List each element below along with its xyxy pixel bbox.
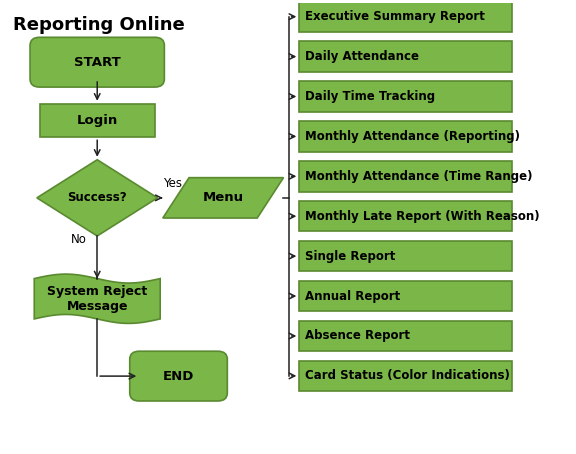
Text: Daily Time Tracking: Daily Time Tracking [305, 90, 435, 103]
FancyBboxPatch shape [130, 351, 228, 401]
Text: Executive Summary Report: Executive Summary Report [305, 10, 486, 23]
Bar [40, 104, 155, 137]
Bar [299, 360, 511, 391]
Text: Login: Login [77, 114, 118, 127]
FancyBboxPatch shape [30, 37, 164, 87]
Text: System Reject
Message: System Reject Message [47, 285, 147, 313]
Text: Monthly Attendance (Time Range): Monthly Attendance (Time Range) [305, 170, 533, 183]
Bar [299, 241, 511, 271]
Bar [299, 201, 511, 232]
Text: Absence Report: Absence Report [305, 330, 411, 342]
Text: Single Report: Single Report [305, 250, 396, 263]
Bar [299, 81, 511, 112]
Bar [299, 1, 511, 32]
Bar [299, 121, 511, 152]
Text: Card Status (Color Indications): Card Status (Color Indications) [305, 370, 510, 382]
Bar [299, 281, 511, 311]
Text: START: START [74, 56, 120, 69]
Bar [299, 321, 511, 351]
Bar [299, 41, 511, 72]
Bar [299, 161, 511, 192]
Polygon shape [163, 178, 283, 218]
Polygon shape [34, 274, 160, 323]
Text: Reporting Online: Reporting Online [13, 16, 185, 34]
Text: Daily Attendance: Daily Attendance [305, 50, 419, 63]
Text: Success?: Success? [67, 191, 127, 204]
Polygon shape [37, 160, 158, 236]
Text: END: END [163, 370, 194, 383]
Text: Yes: Yes [163, 177, 182, 190]
Text: Menu: Menu [203, 191, 244, 204]
Text: Annual Report: Annual Report [305, 290, 401, 302]
Text: Monthly Late Report (With Reason): Monthly Late Report (With Reason) [305, 210, 540, 223]
Text: No: No [71, 233, 87, 246]
Text: Monthly Attendance (Reporting): Monthly Attendance (Reporting) [305, 130, 521, 143]
